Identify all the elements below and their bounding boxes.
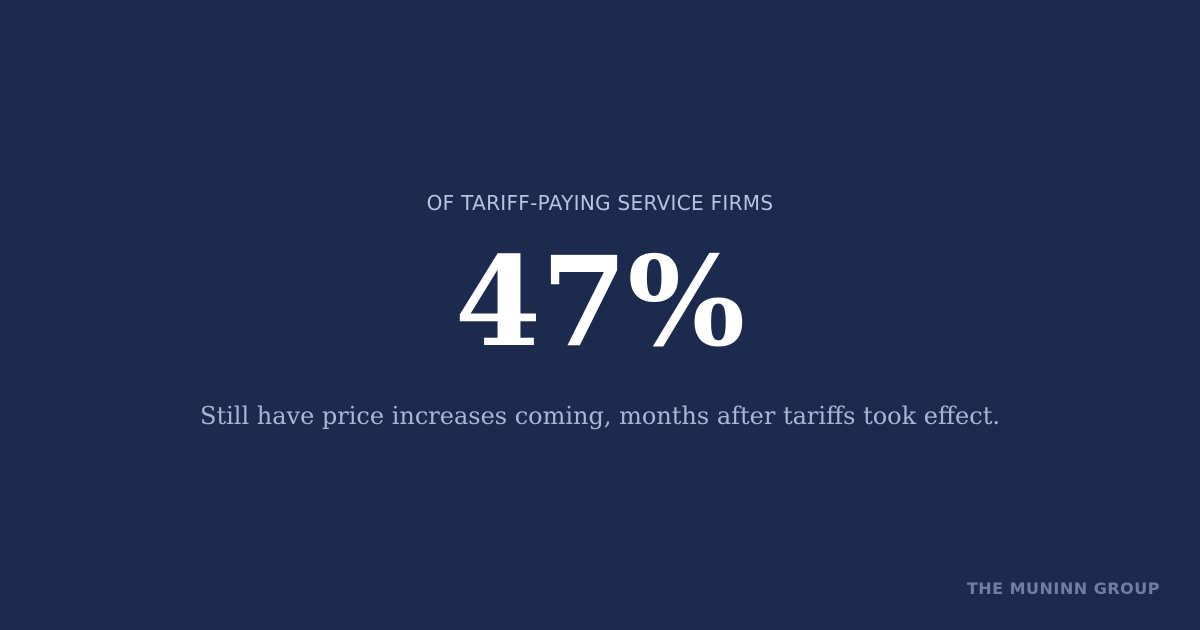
kicker: OF TARIFF-PAYING SERVICE FIRMS [426, 191, 774, 215]
description: Still have price increases coming, month… [200, 402, 1000, 430]
stat-value: 47% [454, 230, 746, 375]
brand: THE MUNINN GROUP [966, 579, 1160, 598]
